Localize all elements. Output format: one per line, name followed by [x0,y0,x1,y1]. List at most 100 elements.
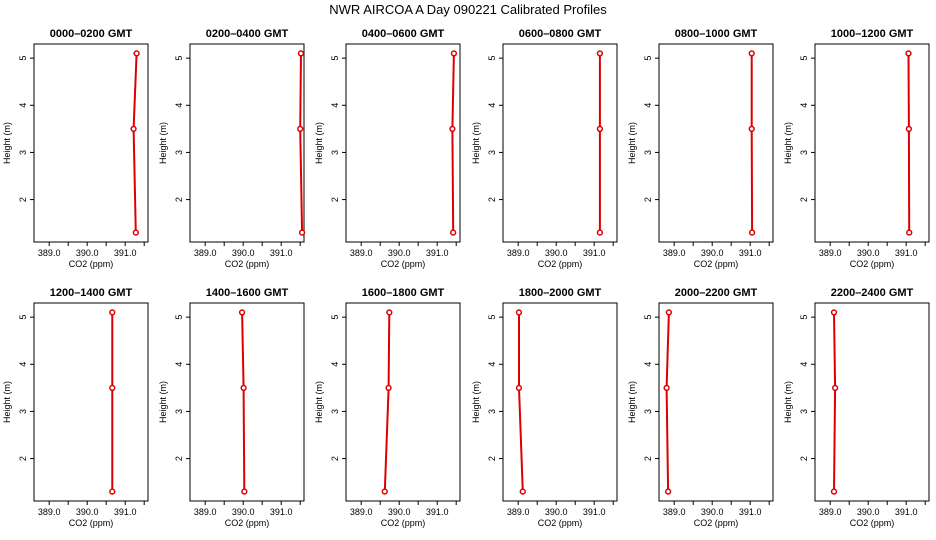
panel-title: 0800–1000 GMT [675,28,758,40]
y-tick-label: 5 [487,315,497,320]
panel-title: 1000–1200 GMT [831,28,914,40]
y-axis-label: Height (m) [158,122,168,164]
x-tick-label: 391.0 [426,248,449,258]
data-point [449,125,456,133]
x-tick-label: 391.0 [114,507,137,517]
data-point [830,488,838,495]
y-tick-label: 2 [330,456,340,461]
y-tick-label: 5 [643,315,653,320]
y-tick-label: 5 [174,56,184,61]
profile-line [518,312,524,492]
x-tick-label: 390.0 [701,507,724,517]
y-tick-label: 3 [487,409,497,414]
y-tick-label: 3 [487,150,497,155]
data-point [831,384,839,392]
x-axis-label: CO2 (ppm) [225,518,270,528]
x-tick-label: 390.0 [76,248,99,258]
data-point [450,229,457,236]
y-tick-label: 3 [799,409,809,414]
y-tick-label: 4 [18,362,28,367]
profile-panel: 2000–2200 GMT 389.0 390.0 391.0 2 3 4 5 CO2 (ppm… [627,287,774,528]
y-tick-label: 4 [487,362,497,367]
y-tick-label: 3 [174,409,184,414]
x-axis-label: CO2 (ppm) [694,518,739,528]
data-point [298,229,306,236]
plot-frame [345,43,461,243]
panel-title: 0400–0600 GMT [362,28,445,40]
y-axis-label: Height (m) [314,122,324,164]
data-point [109,309,116,316]
x-axis-label: CO2 (ppm) [850,518,895,528]
data-point [665,309,673,316]
y-tick-label: 2 [487,197,497,202]
plot-frame [658,302,774,502]
y-tick-label: 3 [799,150,809,155]
x-tick-label: 391.0 [270,507,293,517]
panel-title: 1600–1800 GMT [362,287,445,299]
data-point [596,229,604,236]
plot-frame [33,302,149,502]
data-point [515,309,523,316]
y-axis-label: Height (m) [783,381,793,423]
figure-title: NWR AIRCOA A Day 090221 Calibrated Profi… [329,2,607,17]
x-tick-label: 389.0 [38,507,61,517]
y-tick-label: 3 [174,150,184,155]
data-point [238,309,246,316]
y-tick-label: 2 [330,197,340,202]
x-tick-label: 390.0 [857,507,880,517]
x-axis-label: CO2 (ppm) [69,259,114,269]
profile-panel: 1800–2000 GMT 389.0 390.0 391.0 2 3 4 5 CO2 (ppm… [471,287,618,528]
profile-panel: 0000–0200 GMT 389.0 390.0 391.0 2 3 4 5 CO2 (ppm… [2,28,149,269]
profile-panel: 1600–1800 GMT 389.0 390.0 391.0 2 3 4 5 CO2 (ppm… [314,287,461,528]
y-tick-label: 4 [174,103,184,108]
y-tick-label: 3 [18,409,28,414]
y-tick-label: 2 [18,456,28,461]
y-tick-label: 5 [18,56,28,61]
profile-line [299,53,304,233]
x-tick-label: 390.0 [232,507,255,517]
y-axis-label: Height (m) [314,381,324,423]
y-tick-label: 2 [174,456,184,461]
plot-frame [189,302,305,502]
profile-panel: 0800–1000 GMT 389.0 390.0 391.0 2 3 4 5 CO2 (ppm… [627,28,774,269]
plot-frame [345,302,461,502]
data-point [663,384,670,392]
x-tick-label: 389.0 [350,248,373,258]
y-tick-label: 3 [330,150,340,155]
x-tick-label: 390.0 [701,248,724,258]
x-axis-label: CO2 (ppm) [69,518,114,528]
panel-title: 1400–1600 GMT [206,287,289,299]
data-point [830,309,838,316]
y-tick-label: 4 [643,362,653,367]
data-point [596,50,604,57]
y-tick-label: 4 [330,362,340,367]
profile-line [665,312,670,492]
panel-title: 1800–2000 GMT [519,287,602,299]
y-tick-label: 2 [174,197,184,202]
y-tick-label: 5 [174,315,184,320]
panel-title: 2200–2400 GMT [831,287,914,299]
panel-title: 0600–0800 GMT [519,28,602,40]
data-point [241,488,248,495]
data-point [109,384,116,392]
x-tick-label: 391.0 [895,248,918,258]
data-point [385,384,392,392]
plot-frame [189,43,305,243]
y-axis-label: Height (m) [627,381,637,423]
x-tick-label: 391.0 [583,507,606,517]
profile-panel: 0600–0800 GMT 389.0 390.0 391.0 2 3 4 5 CO2 (ppm… [471,28,618,269]
data-point [905,50,912,57]
panel-title: 0200–0400 GMT [206,28,289,40]
plot-frame [502,302,618,502]
y-tick-label: 4 [643,103,653,108]
x-tick-label: 391.0 [583,248,606,258]
profile-panel: 2200–2400 GMT 389.0 390.0 391.0 2 3 4 5 CO2 (ppm… [783,287,930,528]
data-point [664,488,672,495]
x-tick-label: 390.0 [76,507,99,517]
x-tick-label: 389.0 [194,248,217,258]
profile-line [451,53,455,233]
y-tick-label: 3 [643,409,653,414]
panel-title: 0000–0200 GMT [50,28,133,40]
y-tick-label: 2 [18,197,28,202]
